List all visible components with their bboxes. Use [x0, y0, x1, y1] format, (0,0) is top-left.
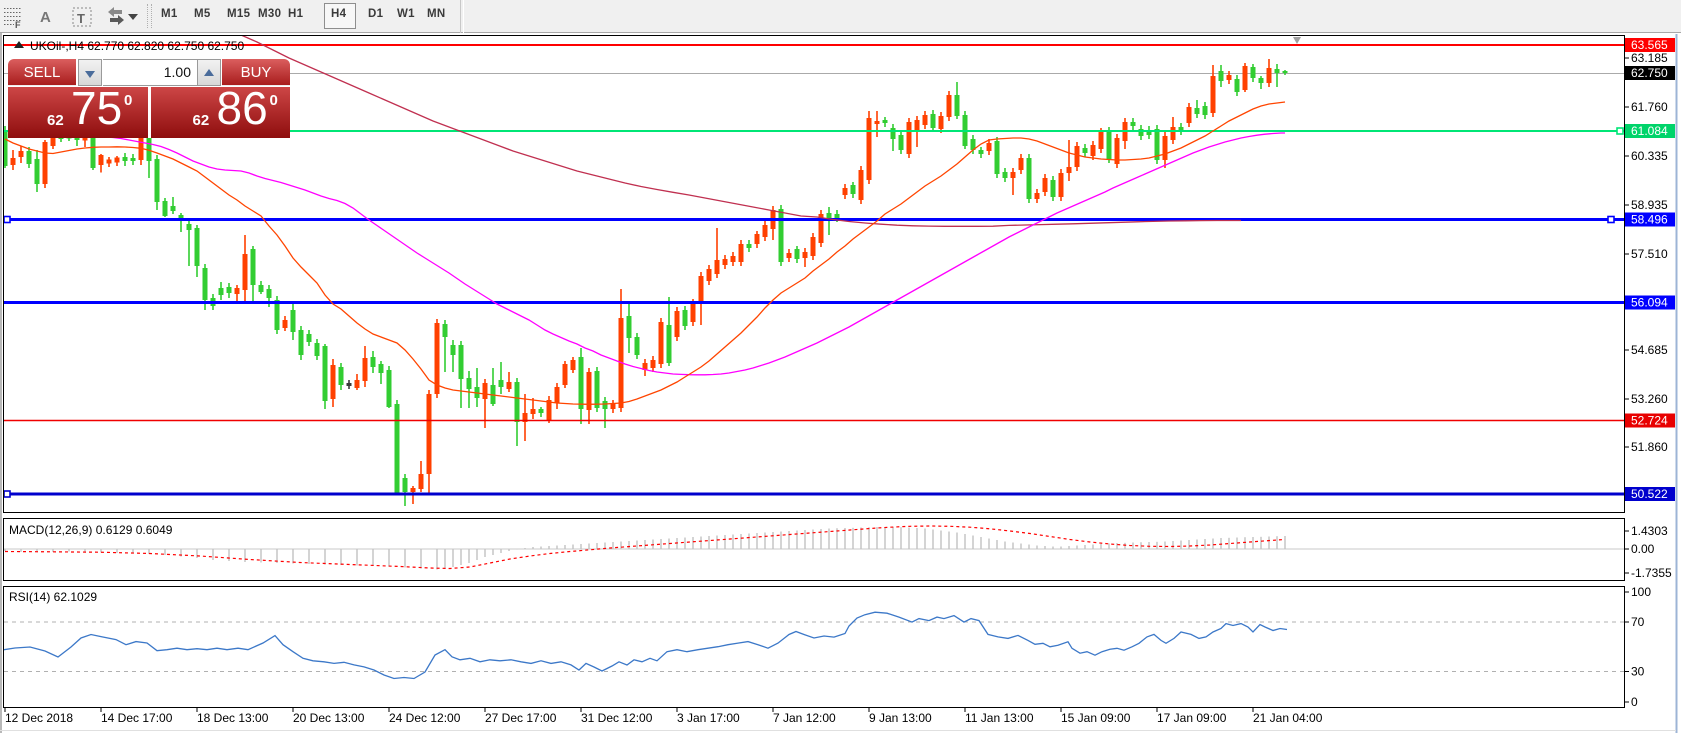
svg-text:17 Jan 09:00: 17 Jan 09:00	[1157, 711, 1227, 725]
svg-text:UKOil-,H4 62.770 62.820 62.75: UKOil-,H4 62.770 62.820 62.750 62.750	[30, 39, 244, 53]
svg-text:62.750: 62.750	[1631, 66, 1668, 80]
svg-text:11 Jan 13:00: 11 Jan 13:00	[965, 711, 1034, 725]
svg-text:20 Dec 13:00: 20 Dec 13:00	[293, 711, 365, 725]
svg-text:63.185: 63.185	[1631, 51, 1668, 65]
svg-text:61.084: 61.084	[1631, 124, 1668, 138]
svg-text:27 Dec 17:00: 27 Dec 17:00	[485, 711, 557, 725]
svg-text:60.335: 60.335	[1631, 149, 1668, 163]
svg-text:51.860: 51.860	[1631, 440, 1668, 454]
svg-text:7 Jan 12:00: 7 Jan 12:00	[773, 711, 836, 725]
svg-text:12 Dec 2018: 12 Dec 2018	[5, 711, 73, 725]
svg-text:F: F	[15, 20, 21, 30]
svg-text:53.260: 53.260	[1631, 392, 1668, 406]
svg-text:58.496: 58.496	[1631, 213, 1668, 227]
svg-text:30: 30	[1631, 665, 1645, 679]
svg-text:9 Jan 13:00: 9 Jan 13:00	[869, 711, 932, 725]
svg-text:18 Dec 13:00: 18 Dec 13:00	[197, 711, 269, 725]
svg-text:58.935: 58.935	[1631, 198, 1668, 212]
svg-text:56.094: 56.094	[1631, 296, 1668, 310]
svg-text:1.4303: 1.4303	[1631, 524, 1668, 538]
svg-text:-1.7355: -1.7355	[1631, 566, 1672, 580]
svg-text:0: 0	[1631, 695, 1638, 709]
svg-text:21 Jan 04:00: 21 Jan 04:00	[1253, 711, 1323, 725]
svg-text:24 Dec 12:00: 24 Dec 12:00	[389, 711, 461, 725]
svg-text:14 Dec 17:00: 14 Dec 17:00	[101, 711, 173, 725]
svg-text:57.510: 57.510	[1631, 247, 1668, 261]
svg-text:61.760: 61.760	[1631, 100, 1668, 114]
svg-text:63.565: 63.565	[1631, 38, 1668, 52]
svg-text:31 Dec 12:00: 31 Dec 12:00	[581, 711, 653, 725]
svg-text:54.685: 54.685	[1631, 343, 1668, 357]
svg-text:100: 100	[1631, 585, 1651, 599]
svg-text:70: 70	[1631, 615, 1645, 629]
svg-text:52.724: 52.724	[1631, 414, 1668, 428]
svg-text:MACD(12,26,9) 0.6129 0.6049: MACD(12,26,9) 0.6129 0.6049	[9, 523, 173, 537]
svg-text:0.00: 0.00	[1631, 542, 1655, 556]
svg-text:15 Jan 09:00: 15 Jan 09:00	[1061, 711, 1131, 725]
svg-text:T: T	[77, 11, 85, 26]
svg-text:50.522: 50.522	[1631, 487, 1668, 501]
svg-text:A: A	[40, 9, 51, 26]
svg-text:3 Jan 17:00: 3 Jan 17:00	[677, 711, 740, 725]
svg-text:RSI(14) 62.1029: RSI(14) 62.1029	[9, 590, 97, 604]
